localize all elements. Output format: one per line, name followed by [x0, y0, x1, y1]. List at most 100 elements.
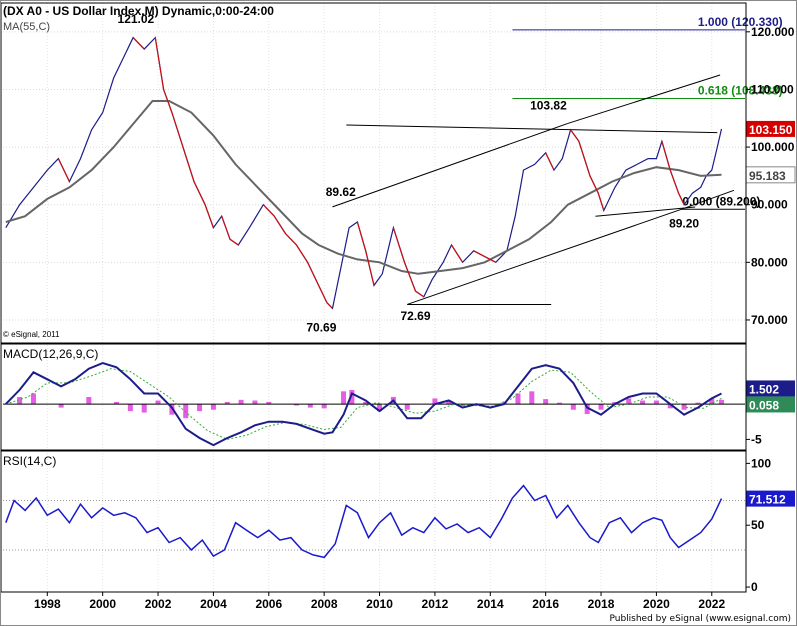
trendline — [407, 208, 682, 305]
macd-hist-bar — [432, 398, 438, 405]
macd-hist-bar — [598, 404, 604, 410]
rsi-axis-label: 0 — [751, 580, 758, 594]
price-down-segment — [229, 238, 239, 246]
trendline — [346, 124, 718, 134]
macd-hist-bar — [667, 404, 673, 409]
copyright-label: © eSignal, 2011 — [3, 330, 60, 339]
x-axis-label: 2006 — [255, 597, 282, 611]
macd-hist-bar — [197, 404, 203, 412]
price-down-segment — [356, 221, 367, 251]
trendline — [567, 74, 721, 124]
macd-hist-value: 0.058 — [749, 398, 779, 412]
x-axis-label: 2020 — [643, 597, 670, 611]
macd-hist-bar — [709, 398, 715, 405]
price-annotation: 89.20 — [669, 217, 699, 231]
macd-hist-tag — [746, 396, 795, 413]
price-down-segment — [204, 204, 214, 228]
fibonacci-levels: 1.000 (120.330) 0.618 (108.438) 0.000 (89.… — [512, 15, 783, 210]
price-down-segment — [545, 152, 555, 171]
x-axis-label: 2018 — [588, 597, 615, 611]
price-down-segment — [326, 302, 333, 309]
macd-hist-bar — [529, 391, 535, 405]
rsi-bands — [3, 499, 745, 551]
x-axis-label: 2016 — [532, 597, 559, 611]
macd-hist-bar — [363, 401, 369, 405]
macd-hist-bar — [570, 404, 576, 410]
price-down-segment — [163, 89, 173, 113]
rsi-line — [5, 484, 723, 559]
price-axis-label: 90.000 — [751, 198, 788, 212]
macd-hist-bar — [266, 401, 272, 405]
price-down-segment — [589, 175, 599, 194]
macd-hist-bar — [584, 404, 590, 414]
rsi-axis-label: 100 — [751, 456, 771, 470]
ma-value: 95.183 — [749, 169, 786, 183]
price-down-segment — [318, 285, 328, 303]
macd-hist-bar — [141, 404, 147, 413]
price-down-segment — [415, 290, 425, 298]
rsi-panel: RSI(14,C) 0 50 100 71.512 — [3, 454, 795, 594]
macd-hist-bar — [17, 397, 23, 405]
price-down-segment — [262, 204, 275, 217]
macd-hist-bar — [515, 393, 521, 405]
x-axis-label: 2010 — [366, 597, 393, 611]
price-down-segment — [295, 244, 309, 263]
ma-series-line — [5, 100, 722, 275]
price-down-segment — [132, 37, 145, 50]
price-down-segment — [182, 146, 195, 182]
chart-title: (DX A0 - US Dollar Index,M) Dynamic,0:00… — [3, 4, 274, 18]
price-axis-label: 120.000 — [751, 25, 795, 39]
price-axis-label: 70.000 — [751, 313, 788, 327]
macd-value-tags: 1.502 0.058 — [746, 380, 795, 413]
x-axis-label: 2012 — [422, 597, 449, 611]
price-down-segment — [473, 250, 486, 258]
macd-hist-bar — [681, 404, 687, 410]
fib-level-label: 1.000 (120.330) — [698, 15, 783, 29]
x-axis-label: 2004 — [200, 597, 227, 611]
price-annotation: 103.82 — [530, 99, 567, 113]
price-down-segment — [171, 112, 184, 148]
publisher-credit: Published by eSignal (www.esignal.com) — [609, 614, 791, 624]
last-price-tag — [746, 120, 795, 137]
macd-y-axis: -5 — [746, 432, 762, 446]
fib-level-label: 0.000 (89.200) — [682, 194, 760, 208]
price-down-segment — [484, 256, 497, 263]
rsi-value-tags: 71.512 — [746, 490, 795, 507]
macd-hist-bar — [640, 400, 646, 405]
macd-hist-bar — [653, 400, 659, 405]
macd-value-tag — [746, 380, 795, 397]
price-down-segment — [284, 233, 297, 246]
macd-hist-bar — [224, 401, 230, 405]
price-down-segment — [154, 37, 165, 90]
macd-hist-bar — [404, 404, 410, 410]
macd-hist-bar — [210, 404, 216, 410]
x-axis-label: 1998 — [34, 597, 61, 611]
trendline — [332, 122, 568, 208]
trendline — [681, 189, 735, 210]
macd-axis-label: -5 — [751, 432, 762, 446]
macd-hist-bar — [252, 400, 258, 405]
price-down-segment — [221, 216, 231, 240]
macd-line — [5, 362, 722, 447]
macd-hist-bar — [626, 398, 632, 405]
price-down-segment — [307, 262, 320, 286]
price-down-segment — [570, 129, 580, 142]
macd-hist-bar — [238, 399, 244, 405]
price-down-segment — [193, 181, 206, 205]
macd-hist-bar — [349, 389, 355, 405]
macd-hist-bar — [321, 404, 327, 409]
macd-value: 1.502 — [749, 382, 779, 396]
price-down-segment — [365, 250, 375, 286]
price-down-segment — [597, 192, 605, 211]
last-price-value: 103.150 — [749, 123, 793, 137]
rsi-value: 71.512 — [749, 493, 786, 507]
macd-histogram — [17, 389, 724, 419]
x-axis-label: 2022 — [698, 597, 725, 611]
price-y-axis: 70.000 80.000 90.000 100.000 110.000 120.000 — [746, 25, 795, 327]
x-axis-label: 2008 — [311, 597, 338, 611]
macd-hist-bar — [114, 401, 120, 405]
macd-hist-bar — [155, 400, 161, 405]
price-down-segment — [578, 141, 591, 177]
